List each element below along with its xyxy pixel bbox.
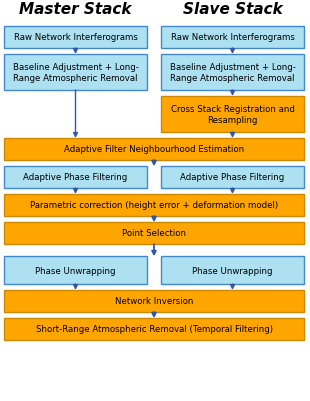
FancyBboxPatch shape bbox=[4, 166, 147, 188]
FancyBboxPatch shape bbox=[4, 290, 304, 312]
FancyBboxPatch shape bbox=[161, 27, 304, 49]
FancyBboxPatch shape bbox=[4, 55, 147, 91]
Text: Cross Stack Registration and
Resampling: Cross Stack Registration and Resampling bbox=[170, 105, 294, 124]
Text: Network Inversion: Network Inversion bbox=[115, 297, 193, 306]
Text: Phase Unwrapping: Phase Unwrapping bbox=[35, 266, 116, 275]
Text: Adaptive Filter Neighbourhood Estimation: Adaptive Filter Neighbourhood Estimation bbox=[64, 145, 244, 154]
FancyBboxPatch shape bbox=[4, 318, 304, 340]
Text: Slave Stack: Slave Stack bbox=[183, 2, 282, 17]
FancyBboxPatch shape bbox=[4, 194, 304, 217]
Text: Baseline Adjustment + Long-
Range Atmospheric Removal: Baseline Adjustment + Long- Range Atmosp… bbox=[170, 63, 295, 83]
Text: Baseline Adjustment + Long-
Range Atmospheric Removal: Baseline Adjustment + Long- Range Atmosp… bbox=[13, 63, 139, 83]
FancyBboxPatch shape bbox=[4, 256, 147, 284]
Text: Phase Unwrapping: Phase Unwrapping bbox=[192, 266, 273, 275]
FancyBboxPatch shape bbox=[4, 27, 147, 49]
Text: Short-Range Atmospheric Removal (Temporal Filtering): Short-Range Atmospheric Removal (Tempora… bbox=[36, 325, 272, 334]
Text: Parametric correction (height error + deformation model): Parametric correction (height error + de… bbox=[30, 201, 278, 210]
Text: Point Selection: Point Selection bbox=[122, 229, 186, 238]
FancyBboxPatch shape bbox=[161, 256, 304, 284]
Text: Master Stack: Master Stack bbox=[19, 2, 132, 17]
Text: Raw Network Interferograms: Raw Network Interferograms bbox=[170, 33, 294, 43]
FancyBboxPatch shape bbox=[161, 55, 304, 91]
FancyBboxPatch shape bbox=[4, 139, 304, 160]
FancyBboxPatch shape bbox=[161, 97, 304, 133]
Text: Raw Network Interferograms: Raw Network Interferograms bbox=[14, 33, 137, 43]
FancyBboxPatch shape bbox=[161, 166, 304, 188]
FancyBboxPatch shape bbox=[4, 223, 304, 244]
Text: Adaptive Phase Filtering: Adaptive Phase Filtering bbox=[23, 173, 128, 182]
Text: Adaptive Phase Filtering: Adaptive Phase Filtering bbox=[180, 173, 285, 182]
